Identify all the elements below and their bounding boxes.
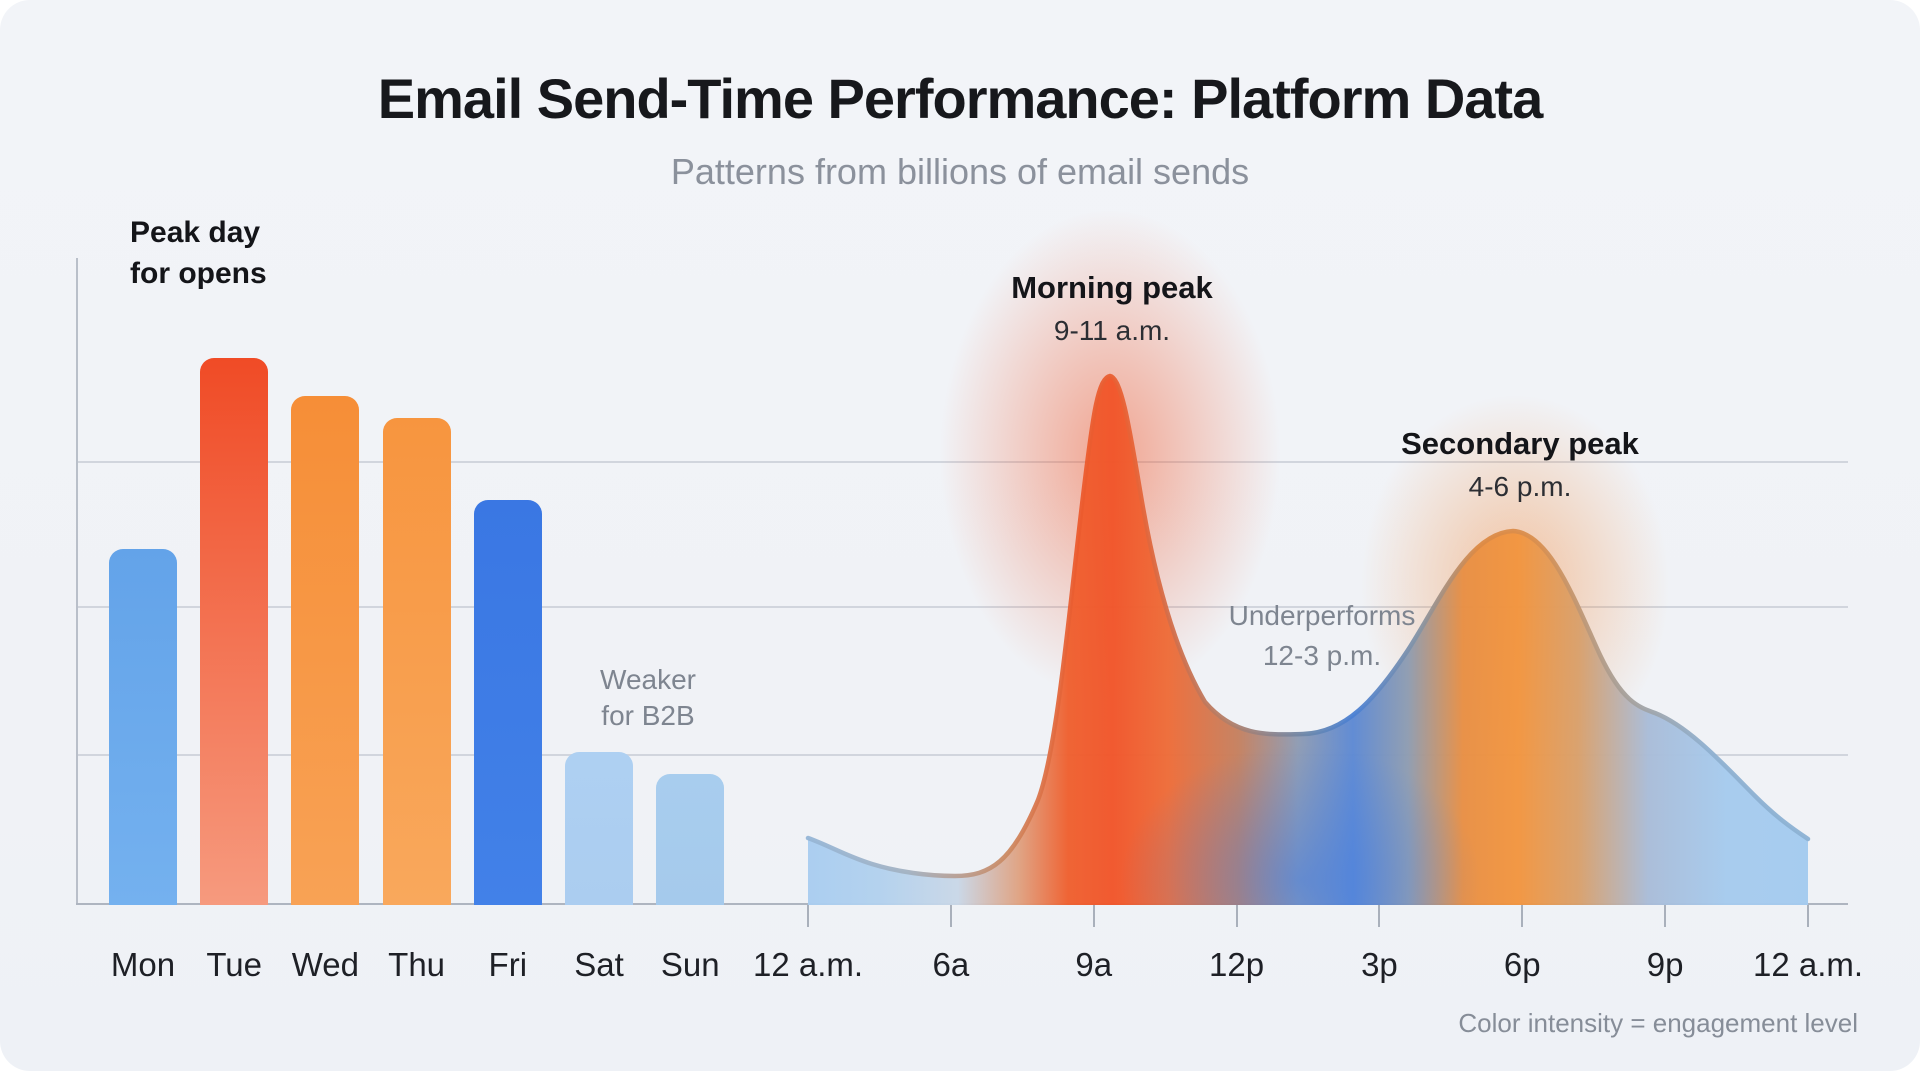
gridline-middle bbox=[76, 606, 1848, 608]
bar-mon bbox=[109, 549, 177, 905]
day-label-mon: Mon bbox=[110, 946, 176, 983]
hour-tick-5 bbox=[1521, 905, 1524, 927]
hour-label-1: 6a bbox=[932, 946, 970, 983]
bar-sun bbox=[656, 773, 725, 905]
hour-tick-0 bbox=[807, 905, 809, 927]
day-label-sat: Sat bbox=[574, 946, 624, 983]
midday-dip-glow bbox=[1120, 745, 1480, 905]
annotation-morning-peak-detail: 9-11 a.m. bbox=[1053, 315, 1171, 346]
day-label-wed: Wed bbox=[291, 946, 360, 983]
annotation-secondary-peak-detail: 4-6 p.m. bbox=[1468, 471, 1572, 502]
bar-thu bbox=[382, 418, 451, 905]
day-label-sun: Sun bbox=[660, 946, 720, 983]
annotation-morning-peak: Morning peak 9-11 a.m. bbox=[962, 270, 1262, 348]
annotation-secondary-peak: Secondary peak 4-6 p.m. bbox=[1370, 426, 1670, 504]
hour-tick-1 bbox=[949, 905, 952, 927]
annotation-underperforms-title: Underperforms bbox=[1228, 600, 1416, 631]
annotation-underperforms: Underperforms 12-3 p.m. bbox=[1172, 596, 1472, 676]
hour-label-6: 9p bbox=[1646, 946, 1684, 983]
day-label-thu: Thu bbox=[388, 946, 446, 983]
hour-tick-2 bbox=[1092, 905, 1095, 927]
hour-tick-6 bbox=[1664, 905, 1667, 927]
hour-label-0: 12 a.m. bbox=[752, 946, 864, 983]
hour-label-3: 12p bbox=[1209, 946, 1265, 983]
page-subtitle: Patterns from billions of email sends bbox=[670, 151, 1250, 192]
bar-tue bbox=[200, 358, 269, 905]
color-intensity-legend-note: Color intensity = engagement level bbox=[1458, 1008, 1858, 1038]
hour-label-7: 12 a.m. bbox=[1752, 946, 1864, 983]
hour-tick-4 bbox=[1378, 905, 1381, 927]
annotation-secondary-peak-title: Secondary peak bbox=[1401, 426, 1639, 461]
dip-glow-layer bbox=[1120, 745, 1480, 905]
hourly-curve-line bbox=[805, 373, 1811, 879]
annotation-morning-peak-title: Morning peak bbox=[1011, 270, 1213, 305]
gridline-lower bbox=[76, 754, 1848, 756]
day-label-tue: Tue bbox=[206, 946, 262, 983]
hour-label-4: 3p bbox=[1361, 946, 1398, 983]
day-label-fri: Fri bbox=[488, 946, 528, 983]
y-axis-line bbox=[76, 258, 78, 905]
hour-label-2: 9a bbox=[1075, 946, 1113, 983]
bar-fri bbox=[473, 500, 542, 905]
hour-label-5: 6p bbox=[1503, 946, 1541, 983]
annotation-weaker-b2b: Weaker for B2B bbox=[600, 664, 696, 731]
annotation-peak-day: Peak day for opens bbox=[130, 216, 267, 290]
page-title: Email Send-Time Performance: Platform Da… bbox=[377, 67, 1543, 130]
hour-tick-7 bbox=[1807, 905, 1809, 927]
hour-tick-3 bbox=[1235, 905, 1238, 927]
annotation-underperforms-detail: 12-3 p.m. bbox=[1262, 640, 1382, 671]
bar-sat bbox=[565, 751, 633, 905]
bar-wed bbox=[291, 396, 360, 905]
hourly-area-fill bbox=[808, 376, 1808, 905]
